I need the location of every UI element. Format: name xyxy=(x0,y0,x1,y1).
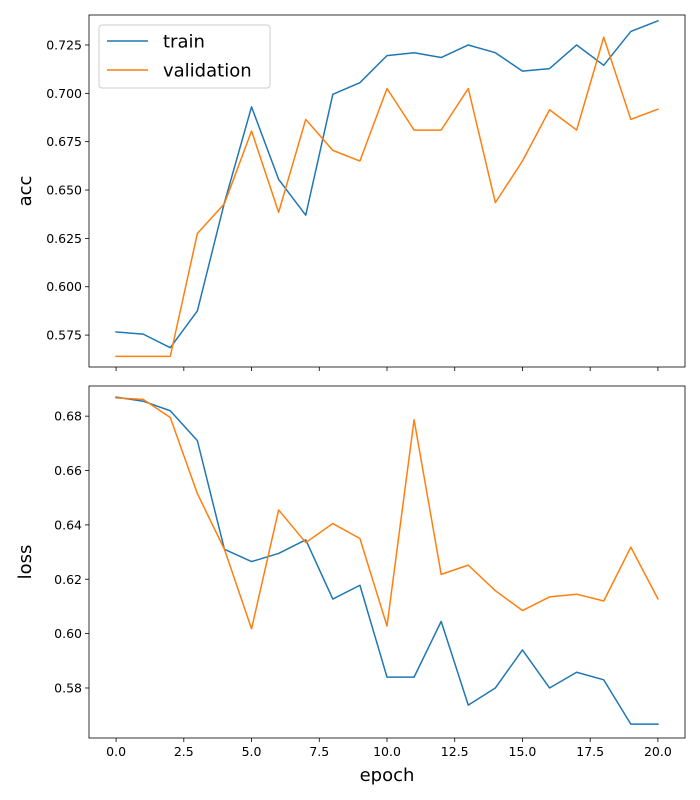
y-axis-title: acc xyxy=(15,176,36,207)
y-tick-label: 0.625 xyxy=(46,231,82,246)
series-line-train xyxy=(115,396,659,725)
x-tick-label: 20.0 xyxy=(644,744,672,759)
y-tick-label: 0.66 xyxy=(54,463,82,478)
y-tick-label: 0.600 xyxy=(46,279,82,294)
y-tick-label: 0.58 xyxy=(54,680,82,695)
x-tick-label: 0.0 xyxy=(106,744,126,759)
x-tick-label: 12.5 xyxy=(441,744,469,759)
y-axis-title: loss xyxy=(15,545,36,580)
y-tick-label: 0.700 xyxy=(46,86,82,101)
accuracy-panel: 0.575 0.600 0.625 0.650 0.675 0.700 0.725 acc tr… xyxy=(15,14,686,371)
series-line-validation xyxy=(115,397,659,630)
x-tick-label: 7.5 xyxy=(309,744,329,759)
legend-label-validation: validation xyxy=(163,61,252,82)
series-line-validation xyxy=(115,36,659,358)
y-tick-label: 0.68 xyxy=(54,409,82,424)
y-tick-label: 0.62 xyxy=(54,572,82,587)
legend-label-train: train xyxy=(163,32,205,53)
x-tick-label: 17.5 xyxy=(576,744,604,759)
loss-panel: 0.0 2.5 5.0 7.5 10.0 12.5 15.0 17.5 20.0 0.58 0.60… xyxy=(15,385,686,786)
y-tick-label: 0.725 xyxy=(46,37,82,52)
x-tick-label: 2.5 xyxy=(174,744,194,759)
legend: train validation xyxy=(98,24,271,89)
y-tick-label: 0.60 xyxy=(54,626,82,641)
y-tick-label: 0.64 xyxy=(54,517,82,532)
x-tick-label: 5.0 xyxy=(242,744,262,759)
x-tick-label: 10.0 xyxy=(373,744,401,759)
y-tick-label: 0.675 xyxy=(46,134,82,149)
x-axis-title: epoch xyxy=(360,765,415,786)
series-line-train xyxy=(115,19,659,349)
y-tick-label: 0.650 xyxy=(46,183,82,198)
y-tick-label: 0.575 xyxy=(46,328,82,343)
x-tick-label: 15.0 xyxy=(509,744,537,759)
